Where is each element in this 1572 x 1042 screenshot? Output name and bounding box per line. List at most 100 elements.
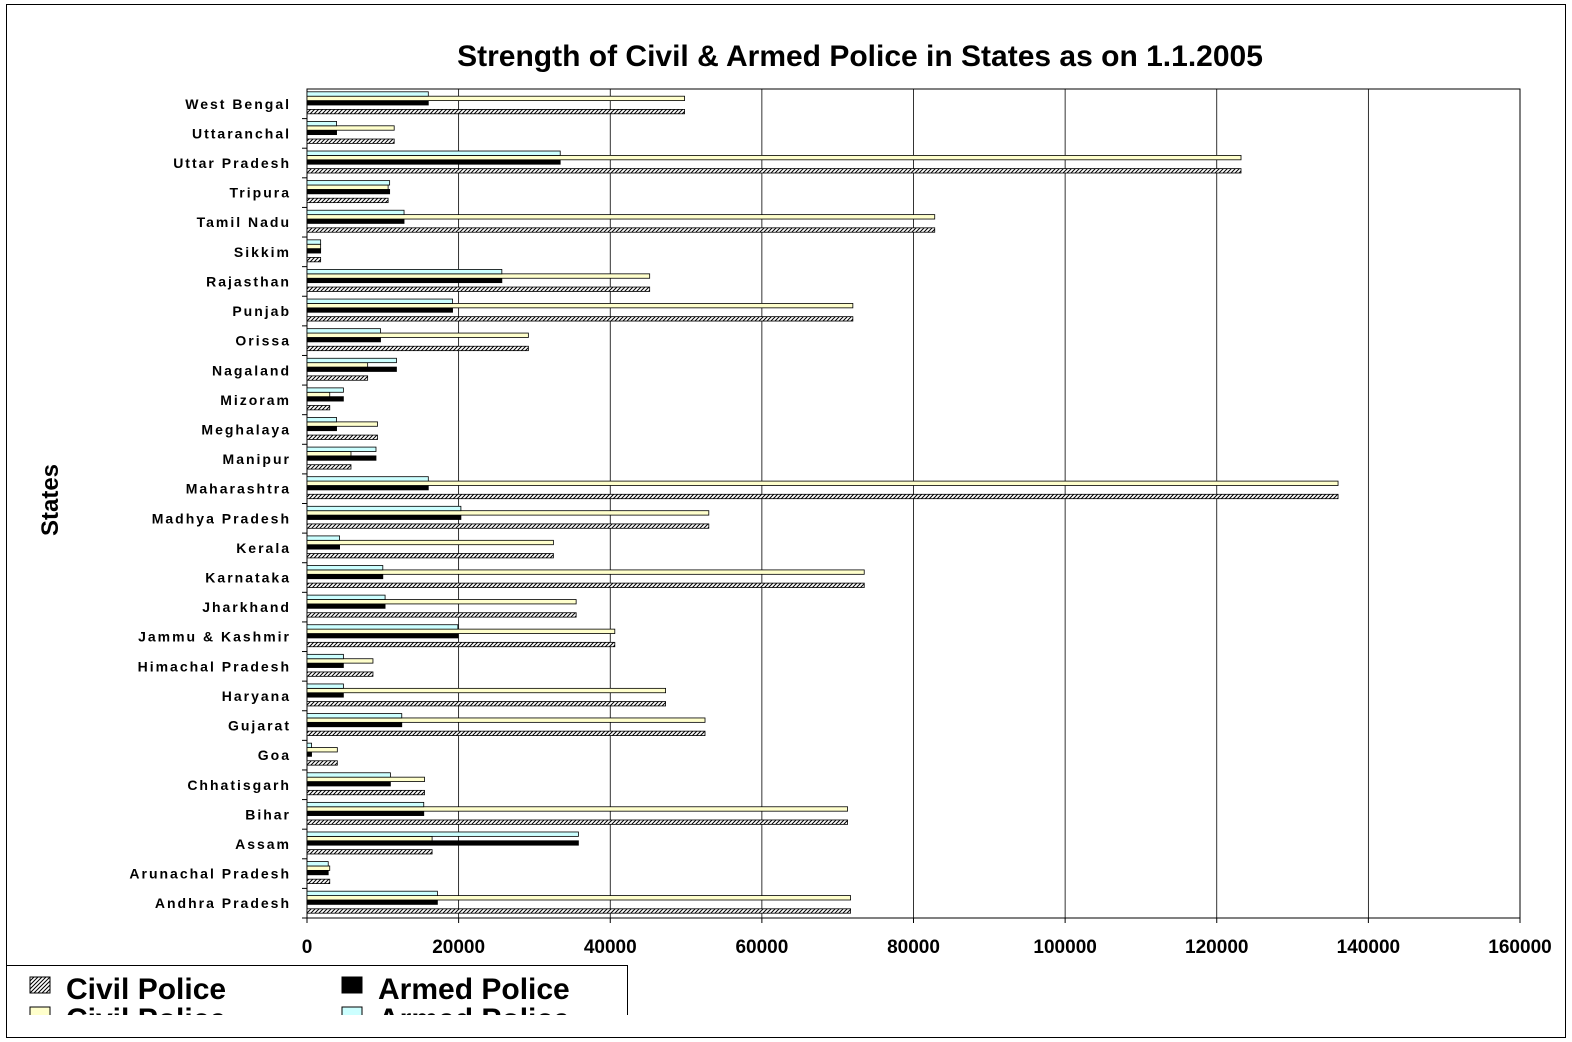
bar-civil-police: [306, 760, 338, 766]
x-tick-label: 100000: [1033, 937, 1096, 958]
bar-armed-police: [306, 801, 425, 808]
bar-armed-police: [306, 594, 386, 600]
bar-civil-police: [306, 806, 848, 812]
bar-civil-police: [306, 717, 706, 723]
category-label: Uttar Pradesh: [173, 155, 291, 171]
bar-armed-police: [306, 129, 337, 136]
bar-civil-police: [306, 730, 706, 736]
bar-civil-police: [306, 214, 936, 220]
bar-armed-police: [306, 485, 429, 491]
bar-armed-police: [306, 307, 453, 313]
category-label: Tamil Nadu: [197, 214, 291, 230]
bar-civil-police: [306, 391, 331, 398]
bar-armed-police: [306, 890, 438, 896]
bar-armed-police: [306, 248, 322, 254]
category-label: Jharkhand: [202, 599, 291, 615]
category-label: Sikkim: [234, 244, 291, 260]
bar-armed-police: [306, 417, 337, 423]
bar-civil-police: [306, 464, 352, 470]
legend-swatch: [29, 976, 51, 994]
legend-border: [6, 965, 628, 1015]
bar-armed-police: [306, 328, 381, 334]
bar-civil-police: [306, 747, 338, 753]
legend-swatch: [341, 976, 363, 994]
category-label: West Bengal: [185, 96, 291, 112]
bar-civil-police: [306, 493, 1339, 500]
bar-armed-police: [306, 159, 561, 165]
category-label: Manipur: [223, 451, 291, 467]
bar-civil-police: [306, 849, 433, 855]
bar-civil-police: [306, 303, 854, 309]
category-label: Haryana: [222, 688, 291, 704]
bar-armed-police: [306, 624, 459, 630]
bar-civil-police: [306, 819, 848, 825]
bar-civil-police: [306, 421, 378, 427]
legend-swatch: [341, 1006, 363, 1015]
chart-frame: [6, 4, 1566, 1038]
legend-label: Civil Police: [66, 1003, 226, 1036]
bar-armed-police: [306, 277, 503, 284]
bar-civil-police: [306, 109, 685, 115]
bar-civil-police: [306, 480, 1339, 486]
legend-label: Armed Police: [378, 973, 570, 1006]
x-tick-label: 0: [302, 937, 313, 958]
bar-armed-police: [306, 899, 438, 905]
legend-swatch: [29, 1006, 51, 1015]
bar-civil-police: [306, 286, 651, 292]
bar-civil-police: [306, 332, 529, 338]
bar-civil-police: [306, 612, 577, 618]
bar-armed-police: [306, 861, 329, 867]
bar-civil-police: [306, 878, 331, 884]
bar-civil-police: [306, 776, 425, 782]
plot-area: 0 20000 40000 60000 80000 100000 120000 140000 1…: [129, 88, 1552, 958]
x-tick-label: 60000: [735, 937, 788, 958]
bar-armed-police: [306, 565, 384, 571]
bar-armed-police: [306, 653, 344, 660]
legend-label: Armed Police: [378, 1003, 570, 1036]
chart-title: Strength of Civil & Armed Police in Stat…: [457, 40, 1263, 73]
bar-civil-police: [306, 658, 374, 664]
bar-civil-police: [306, 434, 378, 440]
bar-civil-police: [306, 865, 331, 871]
bar-armed-police: [306, 337, 381, 343]
bar-civil-police: [306, 835, 433, 842]
bar-civil-police: [306, 789, 425, 796]
bar-armed-police: [306, 603, 386, 609]
bar-armed-police: [306, 91, 429, 97]
bar-civil-police: [306, 582, 865, 588]
bar-civil-police: [306, 362, 369, 368]
bar-armed-police: [306, 239, 322, 245]
x-tick-label: 120000: [1185, 937, 1248, 958]
category-label: Rajasthan: [206, 273, 291, 289]
bar-armed-police: [306, 869, 329, 876]
bar-civil-police: [306, 451, 352, 457]
bar-armed-police: [306, 692, 344, 698]
bar-civil-police: [306, 257, 322, 263]
category-label: Maharashtra: [186, 481, 291, 497]
x-tick-label: 40000: [584, 937, 637, 958]
bar-civil-police: [306, 908, 851, 914]
x-tick-label: 80000: [887, 937, 940, 958]
bar-civil-police: [306, 95, 685, 102]
category-label: Karnataka: [205, 570, 291, 586]
category-label: Arunachal Pradesh: [129, 866, 291, 882]
bar-armed-police: [306, 772, 391, 778]
bar-civil-police: [306, 168, 1242, 174]
bar-civil-police: [306, 539, 554, 546]
bar-armed-police: [306, 514, 462, 520]
bar-civil-police: [306, 273, 651, 279]
x-tick-label: 160000: [1488, 937, 1551, 958]
bar-armed-police: [306, 535, 340, 541]
bar-armed-police: [306, 425, 337, 432]
bar-civil-police: [306, 687, 666, 694]
bar-civil-police: [306, 138, 395, 144]
category-label: Uttaranchal: [192, 125, 291, 141]
bar-civil-police: [306, 701, 666, 707]
bar-civil-police: [306, 641, 616, 648]
bar-armed-police: [306, 218, 405, 224]
bar-civil-police: [306, 184, 389, 190]
category-label: Tripura: [230, 185, 291, 201]
bar-civil-police: [306, 510, 710, 516]
bar-civil-police: [306, 895, 851, 901]
